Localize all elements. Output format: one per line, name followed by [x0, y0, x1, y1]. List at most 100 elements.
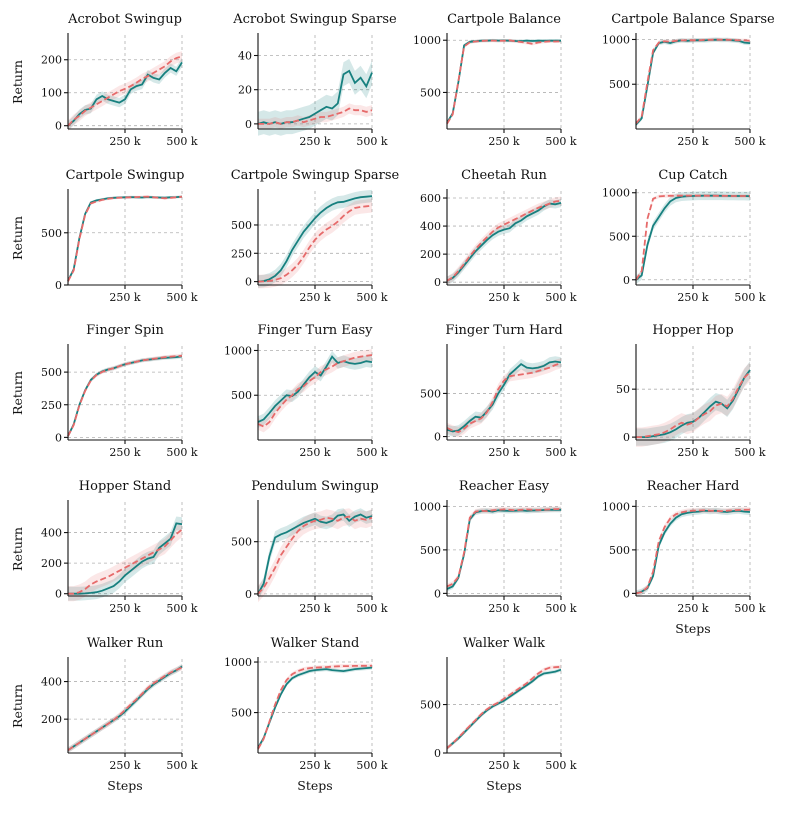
- y-tick-label: 600: [420, 192, 441, 205]
- y-tick-label: 1000: [602, 187, 630, 200]
- red-series-line: [258, 107, 373, 125]
- y-tick-label: 100: [41, 87, 62, 100]
- y-tick-label: 0: [55, 279, 62, 292]
- x-tick-label: 250 k: [677, 446, 708, 459]
- x-tick-label: 500 k: [166, 446, 197, 459]
- red-series-line: [67, 666, 183, 751]
- x-tick-label: 500 k: [166, 135, 197, 148]
- teal-series-line: [635, 194, 751, 281]
- y-tick-label: 0: [434, 587, 441, 600]
- y-tick-label: 500: [609, 230, 630, 243]
- x-axis-label: Steps: [486, 778, 521, 793]
- subplot-reacher-hard: 0 500 1000 250 k 500 k Reacher Hard: [602, 479, 766, 615]
- teal-series-line: [257, 666, 373, 749]
- y-axis-label: Return: [10, 216, 25, 260]
- subplot-title: Hopper Hop: [652, 323, 733, 338]
- red-series-line: [257, 515, 373, 595]
- y-axis-label: Return: [10, 684, 25, 728]
- subplot-title: Cheetah Run: [461, 168, 547, 183]
- x-tick-label: 500 k: [166, 602, 197, 615]
- y-tick-label: 0: [55, 588, 62, 601]
- x-tick-label: 250 k: [299, 291, 330, 304]
- x-axis-label-reacher-hard: Steps: [675, 621, 710, 636]
- red-band: [68, 51, 182, 132]
- subplot-cartpole-swingup: 0 500 250 k 500 k Cartpole Swingup Return: [10, 168, 198, 304]
- subplot-cheetah-run: 0 200 400 600 250 k 500 k Cheetah Run: [420, 168, 577, 304]
- y-tick-label: 500: [231, 536, 252, 549]
- x-tick-label: 250 k: [109, 291, 140, 304]
- subplot-pendulum-swingup: 0 500 250 k 500 k Pendulum Swingup: [231, 479, 388, 615]
- y-tick-label: 0: [55, 120, 62, 133]
- red-series-line: [257, 204, 373, 283]
- x-tick-label: 500 k: [734, 446, 765, 459]
- teal-series-line: [257, 513, 373, 595]
- teal-series-line: [257, 355, 373, 423]
- teal-series-line: [68, 522, 183, 595]
- x-axis-label: Steps: [297, 778, 332, 793]
- teal-series-line: [636, 369, 751, 439]
- x-tick-label: 250 k: [109, 135, 140, 148]
- y-tick-label: 500: [41, 366, 62, 379]
- x-tick-label: 500 k: [356, 135, 387, 148]
- y-tick-label: 0: [245, 588, 252, 601]
- y-tick-label: 0: [434, 276, 441, 289]
- subplot-walker-run: 200 400 250 k 500 k Walker Run Return Steps: [10, 636, 198, 793]
- x-tick-label: 250 k: [488, 759, 519, 772]
- x-tick-label: 250 k: [109, 602, 140, 615]
- x-tick-label: 500 k: [356, 291, 387, 304]
- x-tick-label: 500 k: [356, 446, 387, 459]
- red-series-line: [446, 199, 562, 282]
- x-tick-label: 500 k: [166, 291, 197, 304]
- subplot-title: Cartpole Swingup: [66, 168, 185, 183]
- red-series-line: [257, 354, 373, 428]
- y-tick-label: 200: [41, 713, 62, 726]
- x-tick-label: 500 k: [356, 759, 387, 772]
- y-tick-label: 200: [41, 54, 62, 67]
- y-tick-label: 400: [41, 527, 62, 540]
- y-tick-label: 200: [41, 557, 62, 570]
- teal-series-line: [446, 202, 562, 282]
- red-series-line: [635, 194, 750, 281]
- red-series-line: [636, 371, 751, 439]
- x-tick-label: 250 k: [299, 602, 330, 615]
- teal-band: [258, 350, 372, 428]
- y-axis-label: Return: [10, 371, 25, 415]
- subplot-cartpole-swingup-sparse: 0 250 500 250 k 500 k Cartpole Swingup Sparse: [231, 168, 400, 304]
- y-tick-label: 500: [420, 387, 441, 400]
- teal-band: [636, 507, 750, 597]
- subplot-finger-turn-easy: 500 1000 250 k 500 k Finger Turn Easy: [224, 323, 388, 459]
- subplot-title: Finger Turn Hard: [445, 323, 562, 338]
- red-series-line: [635, 508, 751, 595]
- subplot-walker-stand: 500 1000 250 k 500 k Walker Stand Steps: [224, 636, 388, 793]
- red-band: [258, 198, 372, 289]
- y-tick-label: 500: [231, 389, 252, 402]
- y-tick-label: 200: [420, 248, 441, 261]
- y-tick-label: 500: [41, 227, 62, 240]
- subplot-cartpole-balance-sparse: 500 1000 250 k 500 k Cartpole Balance Sparse: [602, 12, 775, 148]
- y-tick-label: 0: [623, 431, 630, 444]
- y-tick-label: 1000: [224, 344, 252, 357]
- y-tick-label: 500: [231, 707, 252, 720]
- subplot-title: Cup Catch: [658, 168, 728, 183]
- subplot-title: Reacher Easy: [459, 479, 550, 494]
- x-tick-label: 250 k: [299, 759, 330, 772]
- teal-series-line: [257, 195, 373, 283]
- subplot-title: Finger Spin: [86, 323, 164, 338]
- y-tick-label: 0: [434, 747, 441, 760]
- y-tick-label: 400: [41, 676, 62, 689]
- y-tick-label: 500: [609, 544, 630, 557]
- x-tick-label: 250 k: [677, 291, 708, 304]
- subplot-title: Cartpole Balance Sparse: [611, 12, 775, 27]
- y-tick-label: 40: [238, 50, 252, 63]
- teal-band: [258, 189, 372, 288]
- y-tick-label: 0: [245, 118, 252, 131]
- red-series-line: [67, 354, 183, 437]
- y-tick-label: 1000: [413, 500, 441, 513]
- teal-band: [68, 57, 182, 131]
- y-tick-label: 0: [623, 587, 630, 600]
- teal-series-line: [67, 61, 183, 127]
- subplot-title: Hopper Stand: [79, 479, 171, 494]
- subplot-hopper-stand: 0 200 400 250 k 500 k Hopper Stand Return: [10, 479, 198, 615]
- teal-series-line: [446, 360, 562, 433]
